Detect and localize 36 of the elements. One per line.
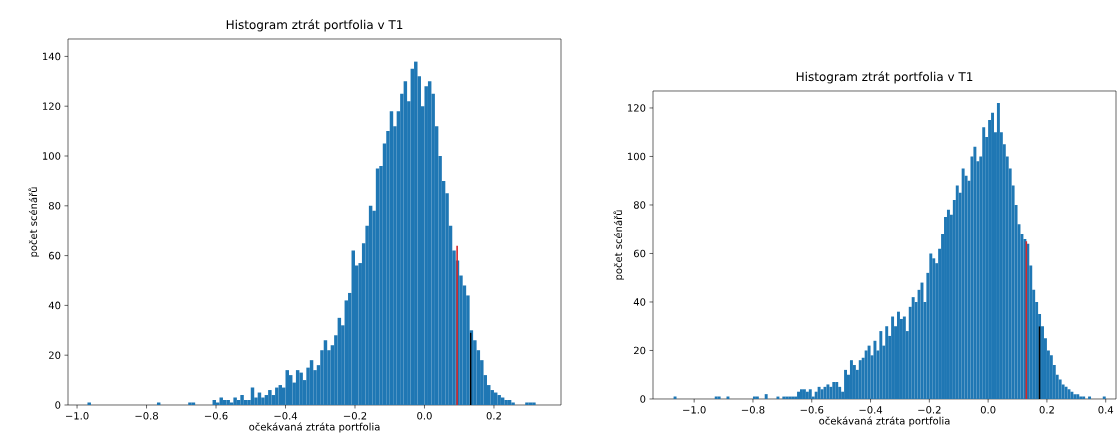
x-tick-label: −0.2: [343, 412, 367, 420]
y-tick-label: 0: [640, 395, 646, 403]
chart-title: Histogram ztrát portfolia v T1: [226, 19, 403, 32]
x-tick-label: −0.6: [204, 412, 228, 420]
x-tick-label: −0.4: [859, 406, 883, 414]
x-tick-label: −0.8: [135, 412, 158, 420]
y-tick-label: 80: [633, 201, 646, 209]
x-tick-label: 0.4: [1098, 406, 1114, 414]
chart-title: Histogram ztrát portfolia v T1: [796, 71, 973, 84]
y-tick-label: 60: [48, 251, 61, 260]
x-axis-title: očekávaná ztráta portfolia: [819, 416, 950, 427]
x-tick-label: 0.0: [417, 412, 432, 420]
x-tick-label: 0.2: [486, 412, 501, 420]
y-tick-label: 140: [42, 52, 61, 61]
x-tick-label: 0.2: [1039, 406, 1054, 414]
y-tick-label: 20: [633, 346, 646, 355]
y-tick-label: 40: [633, 298, 646, 306]
y-tick-label: 60: [633, 249, 646, 258]
y-tick-label: 20: [48, 351, 61, 359]
y-axis-title: počet scénářů: [28, 187, 40, 257]
x-tick-label: −0.2: [918, 406, 941, 414]
x-axis-title: očekávaná ztráta portfolia: [249, 422, 380, 433]
x-tick-label: −1.0: [683, 406, 706, 414]
y-axis-title: počet scénářů: [613, 210, 625, 280]
y-tick-label: 120: [627, 104, 646, 112]
x-tick-label: −1.0: [65, 412, 89, 420]
y-tick-label: 100: [42, 152, 61, 160]
y-tick-label: 0: [55, 401, 61, 409]
x-tick-label: −0.8: [741, 406, 765, 414]
x-tick-label: −0.6: [800, 406, 824, 414]
y-tick-label: 120: [42, 102, 61, 110]
y-tick-label: 80: [48, 202, 61, 210]
x-tick-label: −0.4: [274, 412, 298, 420]
y-tick-label: 100: [627, 152, 646, 161]
x-tick-label: 0.0: [980, 406, 996, 414]
y-tick-label: 40: [48, 301, 61, 310]
